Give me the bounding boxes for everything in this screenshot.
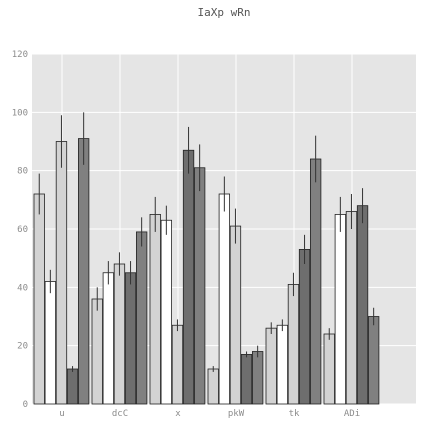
bar	[345, 211, 358, 405]
bar	[207, 368, 219, 405]
y-tick-label: 80	[17, 167, 28, 177]
bar	[309, 158, 322, 405]
bar	[66, 368, 79, 405]
bar	[276, 324, 289, 405]
y-tick-label: 120	[12, 50, 28, 60]
bar	[323, 333, 335, 405]
x-axis-ticks: u dcC x pkW tk ADi	[59, 409, 360, 419]
x-tick-label: u	[59, 409, 64, 419]
bar	[135, 231, 148, 405]
chart-title: IaXp wRn	[198, 6, 251, 19]
y-tick-label: 100	[12, 108, 28, 118]
bar	[218, 193, 231, 405]
bar	[55, 141, 68, 405]
bar	[182, 149, 195, 405]
bar	[44, 281, 56, 405]
bar	[113, 263, 126, 405]
x-tick-label: x	[175, 409, 181, 419]
bar	[78, 138, 90, 405]
bar	[251, 351, 264, 405]
bar	[298, 249, 311, 405]
bar	[33, 193, 45, 405]
bar	[287, 284, 300, 405]
bar	[240, 354, 253, 405]
error-bars	[38, 112, 375, 372]
bar	[356, 205, 369, 405]
bar	[102, 272, 114, 405]
bars	[33, 138, 380, 405]
x-tick-label: pkW	[228, 409, 245, 419]
y-axis-ticks: 0 20 40 60 80 100 120	[12, 50, 28, 410]
bar	[265, 327, 277, 405]
bar	[367, 316, 380, 405]
y-tick-label: 0	[23, 400, 28, 410]
y-tick-label: 20	[17, 342, 28, 352]
bar	[334, 214, 347, 405]
bar	[193, 167, 206, 405]
bar	[124, 272, 137, 405]
y-tick-label: 40	[17, 283, 28, 293]
y-tick-label: 60	[17, 225, 28, 235]
x-tick-label: tk	[289, 409, 300, 419]
x-tick-label: ADi	[344, 409, 360, 419]
bar	[149, 214, 161, 405]
bar	[160, 219, 173, 405]
bar	[91, 298, 103, 405]
x-tick-label: dcC	[112, 409, 128, 419]
bar	[171, 324, 184, 405]
bar	[229, 225, 242, 405]
